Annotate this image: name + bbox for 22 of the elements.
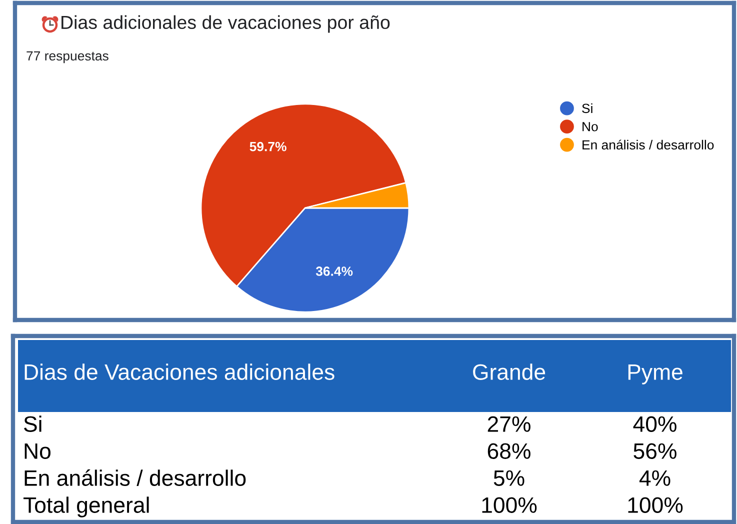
chart-title: Dias adicionales de vacaciones por año [62,15,390,33]
category-label: Total general [24,496,149,518]
data-label: 100% [482,497,537,513]
data-label: 5% [494,470,524,486]
text: Grande [473,364,546,380]
legend-label: No [582,122,598,132]
legend-label: En análisis / desarrollo [582,140,714,150]
data-label: 4% [639,470,670,486]
data-label: 27% [488,416,530,432]
category-label: No [24,443,50,459]
data-label: 68% [488,443,530,459]
category-label: En análisis / desarrollo [24,469,246,486]
category-label: Si [24,416,42,432]
data-label: 59.7% [250,142,286,152]
text: Dias de Vacaciones adicionales [24,364,334,380]
data-label: 40% [633,416,676,432]
text: 77 respuestas [26,51,108,64]
data-label: 100% [628,497,683,513]
data-label: 56% [634,443,676,459]
text: Pyme [628,364,682,384]
legend-label: Si [582,103,592,114]
data-label: 36.4% [316,266,353,276]
